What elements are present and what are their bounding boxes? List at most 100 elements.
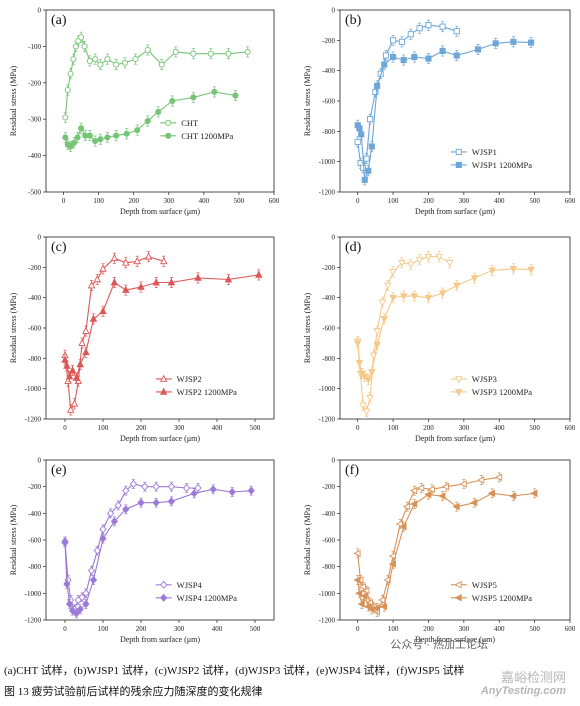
data-point (74, 134, 81, 141)
data-point (86, 132, 93, 139)
panel-label: (b) (345, 13, 362, 28)
data-point (122, 285, 130, 293)
data-point (167, 497, 176, 506)
x-tick-label: 400 (212, 625, 223, 633)
data-point (63, 579, 71, 589)
legend-marker (455, 161, 462, 169)
x-tick-label: 200 (136, 424, 147, 432)
x-tick-label: 400 (199, 197, 210, 205)
legend-marker (159, 387, 168, 395)
x-axis-label: Depth from surface (μm) (120, 434, 200, 443)
data-point (415, 256, 424, 265)
data-point (144, 46, 151, 54)
legend-marker (165, 119, 172, 126)
site-watermark-en: AnyTesting.com (480, 685, 566, 697)
wechat-watermark: 公众号 · 热加工论坛 (390, 639, 488, 651)
legend-label: WJSP5 1200MPa (472, 593, 532, 603)
y-tick-label: -1000 (25, 385, 42, 393)
y-tick-label: -400 (322, 510, 335, 518)
y-tick-label: -400 (28, 294, 41, 302)
data-point (424, 294, 433, 303)
data-point (363, 602, 372, 611)
data-point (399, 522, 407, 531)
data-point (68, 366, 77, 374)
data-point (379, 602, 388, 611)
data-point (65, 599, 74, 609)
data-point (380, 316, 388, 324)
data-point (66, 405, 75, 413)
chart-panel: 0 100 200 300 400 500 600 0 -100 -200 -300 -400 -500… (9, 7, 280, 217)
y-tick-label: 0 (38, 7, 42, 15)
data-point (459, 480, 467, 488)
data-point (373, 328, 381, 336)
y-tick-label: -200 (28, 264, 41, 272)
data-point (134, 127, 141, 134)
x-tick-label: 0 (63, 625, 67, 633)
data-point (358, 582, 366, 591)
x-tick-label: 0 (356, 197, 360, 205)
y-axis-label: Residual stress (MPa) (9, 505, 18, 576)
legend-label: WJSP4 (177, 580, 203, 590)
data-point (398, 259, 406, 268)
data-point (255, 270, 263, 278)
legend-marker (454, 594, 462, 602)
data-point (361, 176, 368, 183)
data-point (110, 517, 119, 526)
legend-marker (159, 374, 168, 382)
plot-frame (45, 9, 275, 193)
x-tick-label: 500 (529, 625, 540, 633)
y-tick-label: -400 (28, 152, 41, 160)
data-point (417, 484, 425, 492)
x-tick-label: 400 (494, 424, 505, 432)
data-point (99, 264, 107, 272)
data-point (114, 501, 122, 510)
data-point (72, 43, 79, 50)
data-point (129, 479, 138, 489)
x-tick-label: 500 (529, 197, 540, 205)
data-point (355, 360, 364, 368)
data-point (82, 326, 90, 334)
y-axis-label: Residual stress (MPa) (303, 66, 312, 137)
data-point (400, 57, 407, 64)
x-tick-label: 100 (98, 424, 109, 432)
figure-caption-subpanels: (a)CHT 试样，(b)WJSP1 试样，(c)WJSP2 试样，(d)WJS… (4, 665, 465, 677)
data-point (527, 266, 535, 274)
x-tick-label: 300 (174, 424, 185, 432)
x-tick-label: 200 (136, 625, 147, 633)
y-tick-label: -600 (28, 537, 41, 545)
data-point (390, 53, 397, 61)
data-point (123, 130, 130, 137)
y-tick-label: -1000 (319, 590, 336, 598)
x-tick-label: 100 (388, 197, 399, 205)
data-point (407, 31, 414, 38)
x-tick-label: 0 (63, 424, 67, 432)
data-point (353, 340, 362, 348)
data-point (362, 586, 370, 595)
data-point (357, 600, 365, 608)
x-tick-label: 500 (529, 424, 540, 432)
data-point (63, 361, 71, 369)
y-axis-label: Residual stress (MPa) (303, 505, 312, 576)
data-point (358, 131, 365, 138)
plot-frame (339, 459, 571, 621)
legend-marker (160, 593, 168, 602)
data-point (82, 589, 90, 598)
data-point (144, 117, 151, 125)
data-point (367, 605, 375, 614)
data-point (364, 376, 373, 384)
data-point (190, 94, 197, 101)
data-point (172, 48, 179, 55)
data-point (368, 143, 375, 150)
data-point (353, 576, 361, 584)
data-point (92, 56, 99, 63)
y-tick-label: -600 (322, 325, 335, 333)
data-point (110, 278, 119, 286)
y-tick-label: -1000 (319, 385, 336, 393)
legend-label: WJSP3 1200MPa (472, 387, 532, 397)
y-tick-label: -100 (28, 43, 41, 51)
data-point (427, 485, 435, 494)
legend-marker (455, 389, 463, 397)
x-tick-label: 400 (212, 424, 223, 432)
residual-stress-figure: 0 100 200 300 400 500 600 0 -100 -200 -300 -400 -500… (9, 7, 576, 645)
data-point (133, 256, 141, 265)
